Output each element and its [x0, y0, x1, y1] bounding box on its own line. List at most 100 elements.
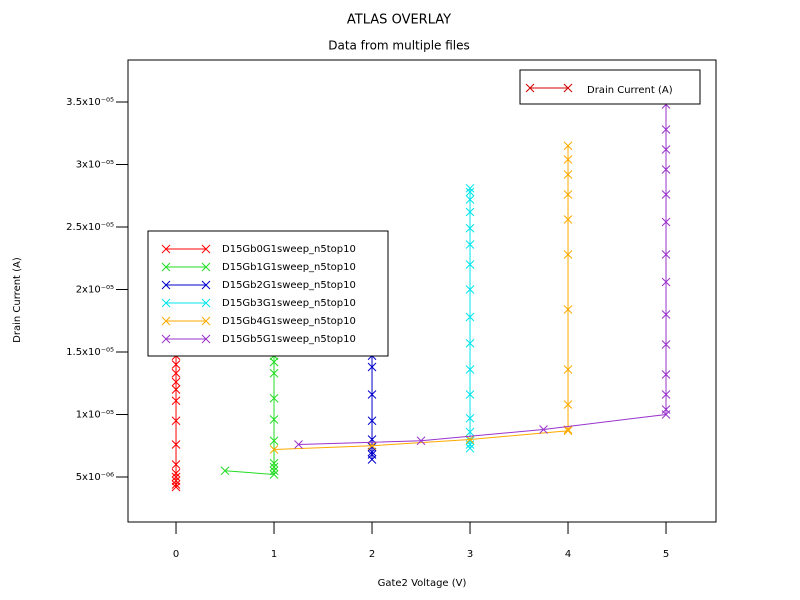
- point-marker: [661, 277, 671, 287]
- legend2: Drain Current (A): [519, 69, 701, 105]
- point-marker: [367, 441, 377, 451]
- series-line: [274, 145, 569, 450]
- point-marker: [367, 416, 377, 426]
- point-marker: [269, 357, 279, 367]
- point-marker: [171, 476, 181, 486]
- point-marker: [661, 125, 671, 134]
- legend-marker: [161, 298, 171, 308]
- legend-label: D15Gb4G1sweep_n5top10: [222, 316, 356, 327]
- point-marker: [416, 436, 426, 446]
- point-marker: [661, 217, 671, 227]
- legend-label: D15Gb1G1sweep_n5top10: [222, 262, 356, 273]
- x-tick-label: 4: [565, 549, 571, 560]
- point-marker: [465, 240, 475, 249]
- point-marker: [465, 390, 475, 399]
- point-marker: [367, 442, 377, 452]
- legend-marker: [201, 280, 211, 290]
- point-marker: [171, 440, 181, 449]
- point-marker: [269, 393, 279, 403]
- point-marker: [171, 360, 181, 369]
- point-marker: [563, 365, 573, 374]
- y-tick-label: 2.5x10⁻⁰⁵: [66, 222, 114, 233]
- x-tick-label: 2: [369, 549, 375, 560]
- point-marker: [269, 466, 279, 476]
- point-marker: [465, 443, 475, 453]
- point-marker: [171, 377, 181, 387]
- point-marker: [465, 223, 475, 233]
- legend-label: D15Gb2G1sweep_n5top10: [222, 280, 356, 291]
- point-marker: [367, 450, 377, 459]
- point-marker: [367, 390, 377, 399]
- y-tick-label: 3x10⁻⁰⁵: [76, 160, 114, 171]
- legend2-label: Drain Current (A): [587, 85, 673, 96]
- point-marker: [563, 141, 573, 151]
- x-axis-label: Gate2 Voltage (V): [378, 578, 467, 589]
- chart-subtitle: Data from multiple files: [328, 39, 470, 53]
- point-marker: [269, 470, 279, 479]
- plot-frame: [127, 59, 717, 523]
- point-marker: [661, 340, 671, 349]
- legend-marker: [161, 316, 171, 326]
- point-marker: [465, 312, 475, 322]
- y-tick-label: 5x10⁻⁰⁶: [76, 472, 114, 483]
- point-marker: [563, 250, 573, 259]
- legend2-marker: [525, 83, 535, 93]
- point-marker: [465, 187, 475, 197]
- legend-marker: [201, 316, 211, 326]
- point-marker: [661, 405, 671, 414]
- y-tick-label: 1.5x10⁻⁰⁵: [66, 347, 114, 358]
- y-tick-label: 3.5x10⁻⁰⁵: [66, 97, 114, 108]
- point-marker: [171, 396, 181, 406]
- point-marker: [269, 458, 279, 468]
- legend2-marker: [563, 83, 573, 93]
- legend-marker: [161, 244, 171, 254]
- y-axis-label: Drain Current (A): [12, 257, 23, 343]
- point-marker: [269, 445, 279, 454]
- point-marker: [294, 440, 303, 449]
- point-marker: [661, 390, 671, 399]
- point-marker: [171, 468, 181, 478]
- legend: D15Gb0G1sweep_n5top10 D15Gb1G1sweep_n5top…: [147, 230, 389, 357]
- point-marker: [269, 462, 279, 472]
- x-tick-label: 1: [271, 549, 277, 560]
- point-marker: [563, 155, 573, 164]
- point-marker: [563, 400, 573, 409]
- legend-marker: [161, 334, 171, 344]
- point-marker: [220, 466, 230, 476]
- point-marker: [465, 285, 475, 294]
- point-marker: [539, 425, 548, 434]
- point-marker: [465, 195, 475, 204]
- point-marker: [465, 183, 475, 193]
- plot-area: 0 1 2 3 4 5 5x10⁻⁰⁶ 1x10⁻⁰⁵ 1.5x10⁻⁰⁵ 2x10⁻⁰⁵ 2.5x…: [66, 97, 671, 560]
- point-marker: [171, 480, 181, 489]
- point-marker: [171, 368, 181, 378]
- point-marker: [171, 460, 181, 469]
- point-marker: [563, 215, 573, 224]
- legend-label: D15Gb0G1sweep_n5top10: [222, 244, 356, 255]
- point-marker: [171, 385, 181, 394]
- point-marker: [269, 436, 279, 446]
- point-marker: [171, 472, 181, 482]
- y-tick-label: 1x10⁻⁰⁵: [76, 410, 114, 421]
- point-marker: [661, 310, 671, 319]
- legend-marker: [201, 262, 211, 272]
- x-tick-label: 3: [467, 549, 473, 560]
- point-marker: [661, 165, 671, 174]
- point-marker: [661, 370, 671, 379]
- point-marker: [269, 368, 279, 378]
- legend-marker: [161, 280, 171, 290]
- y-tick-label: 2x10⁻⁰⁵: [76, 285, 114, 296]
- point-marker: [661, 145, 671, 154]
- legend-label: D15Gb5G1sweep_n5top10: [222, 334, 356, 345]
- point-marker: [465, 338, 475, 348]
- point-marker: [563, 170, 573, 179]
- legend2-box: [519, 69, 701, 105]
- legend-marker: [161, 262, 171, 272]
- point-marker: [465, 413, 475, 423]
- x-tick-label: 5: [663, 549, 669, 560]
- point-marker: [465, 365, 475, 374]
- legend-marker: [201, 334, 211, 344]
- point-marker: [465, 427, 475, 437]
- x-tick-label: 0: [173, 549, 179, 560]
